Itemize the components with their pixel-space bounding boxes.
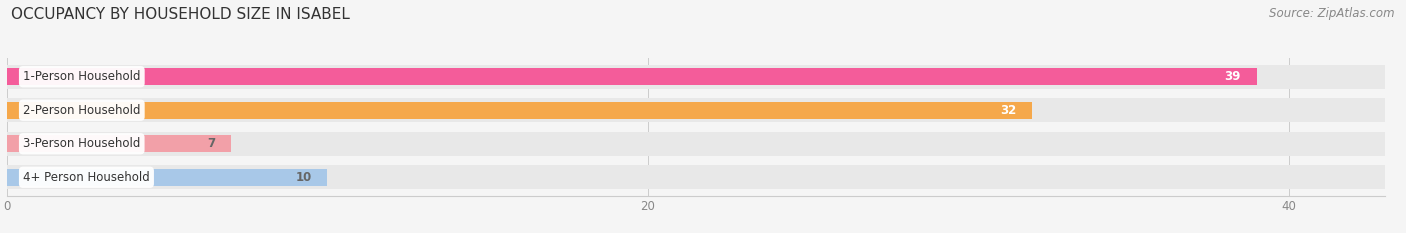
Bar bbox=[7, 168, 328, 186]
Text: Source: ZipAtlas.com: Source: ZipAtlas.com bbox=[1270, 7, 1395, 20]
Bar bbox=[7, 102, 1032, 119]
Text: 39: 39 bbox=[1225, 70, 1240, 83]
Text: 3-Person Household: 3-Person Household bbox=[22, 137, 141, 150]
Text: 32: 32 bbox=[1000, 104, 1017, 117]
Text: OCCUPANCY BY HOUSEHOLD SIZE IN ISABEL: OCCUPANCY BY HOUSEHOLD SIZE IN ISABEL bbox=[11, 7, 350, 22]
Bar bbox=[7, 68, 1257, 86]
Text: 1-Person Household: 1-Person Household bbox=[22, 70, 141, 83]
Bar bbox=[7, 65, 1385, 89]
Text: 10: 10 bbox=[295, 171, 312, 184]
Text: 2-Person Household: 2-Person Household bbox=[22, 104, 141, 117]
Bar bbox=[7, 165, 1385, 189]
Bar bbox=[7, 98, 1385, 122]
Bar bbox=[7, 132, 1385, 156]
Bar bbox=[7, 135, 232, 152]
Text: 4+ Person Household: 4+ Person Household bbox=[22, 171, 150, 184]
Text: 7: 7 bbox=[207, 137, 215, 150]
